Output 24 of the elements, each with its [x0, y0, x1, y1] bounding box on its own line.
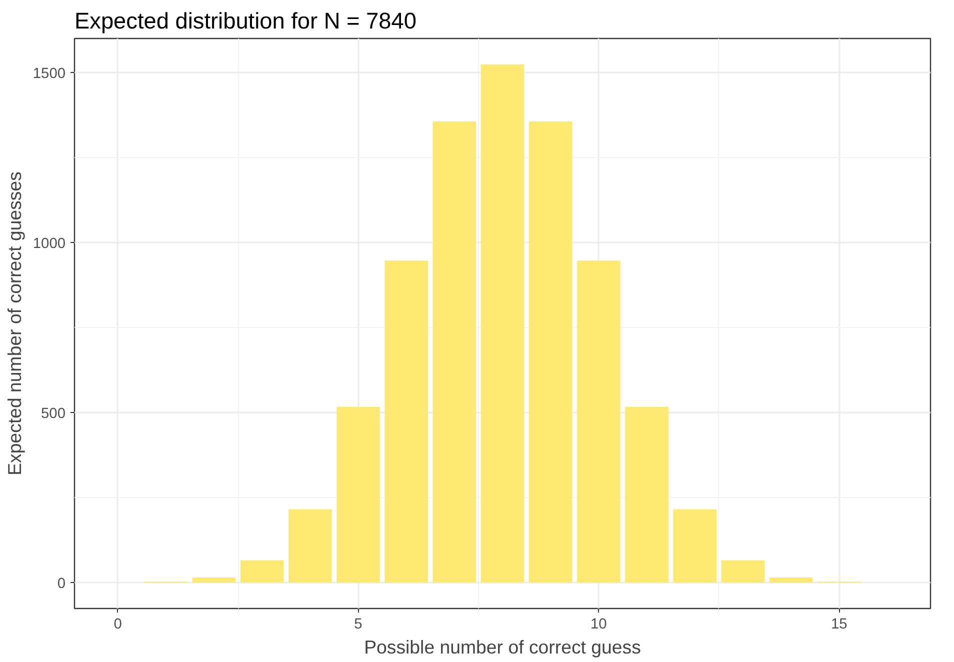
- bar: [192, 578, 236, 583]
- x-tick-label: 5: [354, 616, 362, 632]
- bar: [432, 121, 476, 583]
- bar: [480, 64, 524, 583]
- bar: [721, 560, 765, 583]
- bar: [528, 121, 572, 583]
- bar: [288, 509, 332, 583]
- y-tick-label: 1500: [32, 66, 66, 82]
- y-tick-label: 500: [41, 406, 66, 422]
- bar: [673, 509, 716, 583]
- bar: [769, 578, 813, 583]
- bar: [336, 406, 380, 583]
- y-tick-label: 0: [57, 576, 66, 592]
- y-tick-label: 1000: [32, 236, 66, 252]
- bar: [577, 260, 620, 583]
- x-axis-title: Possible number of correct guess: [364, 636, 641, 658]
- chart-title: Expected distribution for N = 7840: [74, 8, 416, 34]
- bar: [240, 560, 284, 583]
- x-tick-label: 0: [114, 616, 122, 632]
- x-tick-label: 15: [830, 616, 848, 632]
- x-tick-label: 10: [590, 616, 607, 632]
- bar: [384, 260, 428, 583]
- bar: [625, 406, 668, 583]
- y-axis-title: Expected number of correct guesses: [4, 172, 25, 476]
